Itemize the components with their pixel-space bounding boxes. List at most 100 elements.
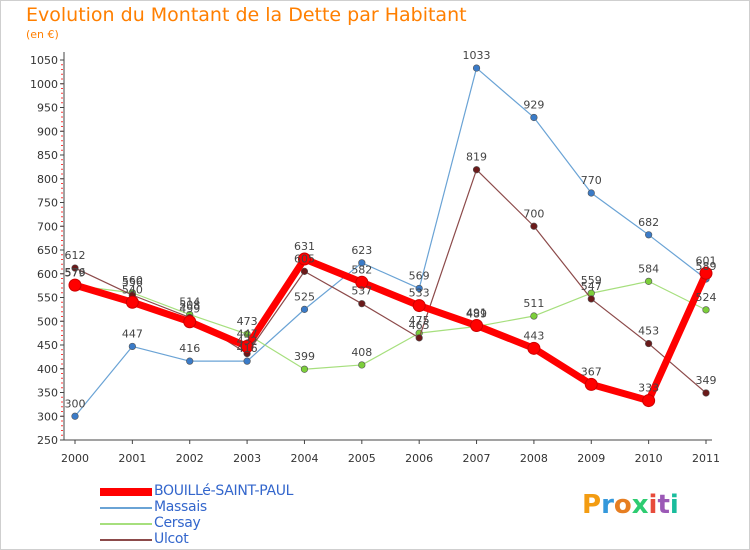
data-point-bouill-saint-paul <box>642 394 656 408</box>
data-label-cersay: 408 <box>351 346 372 359</box>
data-point-massais <box>587 189 595 197</box>
data-label-cersay: 473 <box>237 315 258 328</box>
data-label-bouill-saint-paul: 447 <box>237 327 258 340</box>
x-tick-label: 2005 <box>348 452 376 465</box>
chart-unit-label: (en €) <box>26 28 59 41</box>
y-tick-label: 450 <box>37 339 58 352</box>
logo-letter: o <box>613 490 632 520</box>
data-label-ulcot: 465 <box>409 319 430 332</box>
y-tick-label: 1050 <box>30 54 58 67</box>
data-point-massais <box>186 357 194 365</box>
data-point-ulcot <box>300 267 309 275</box>
logo-letter: r <box>601 490 614 520</box>
x-tick-label: 2001 <box>118 452 146 465</box>
legend-label-bouille: BOUILLé-SAINT-PAUL <box>154 483 294 499</box>
data-point-cersay <box>358 361 366 369</box>
data-label-massais: 770 <box>581 174 602 187</box>
y-tick-label: 850 <box>37 149 58 162</box>
data-label-massais: 300 <box>65 397 86 410</box>
data-label-bouill-saint-paul: 499 <box>179 303 200 316</box>
data-label-cersay: 584 <box>638 262 659 275</box>
data-label-bouill-saint-paul: 582 <box>351 263 372 276</box>
data-point-bouill-saint-paul <box>527 341 541 355</box>
data-point-ulcot <box>472 166 481 174</box>
data-point-bouill-saint-paul <box>183 315 197 329</box>
legend-swatch-bouille <box>100 488 152 496</box>
data-label-ulcot: 537 <box>351 285 372 298</box>
data-label-bouill-saint-paul: 631 <box>294 240 315 253</box>
data-label-bouill-saint-paul: 367 <box>581 365 602 378</box>
data-point-bouill-saint-paul <box>125 295 139 309</box>
x-tick-label: 2002 <box>176 452 204 465</box>
data-point-ulcot <box>71 264 79 272</box>
data-label-cersay: 559 <box>581 274 602 287</box>
data-point-bouill-saint-paul <box>355 275 369 289</box>
data-label-massais: 682 <box>638 216 659 229</box>
data-label-ulcot: 432 <box>237 335 258 348</box>
legend-swatch-massais <box>100 507 152 509</box>
logo-letter: t <box>657 490 670 520</box>
logo-letter: i <box>669 490 679 520</box>
data-label-ulcot: 453 <box>638 325 659 338</box>
x-tick-label: 2011 <box>692 452 720 465</box>
data-label-ulcot: 556 <box>122 276 143 289</box>
legend-label-cersay: Cersay <box>154 515 201 531</box>
data-point-ulcot <box>587 295 595 303</box>
data-point-bouill-saint-paul <box>470 319 484 333</box>
data-label-cersay: 511 <box>523 297 544 310</box>
data-label-massais: 416 <box>237 342 258 355</box>
x-tick-label: 2009 <box>577 452 605 465</box>
x-tick-label: 2008 <box>520 452 548 465</box>
data-point-cersay <box>645 277 653 285</box>
legend-label-ulcot: Ulcot <box>154 531 189 547</box>
data-label-massais: 525 <box>294 290 315 303</box>
data-point-cersay <box>530 312 538 320</box>
data-label-bouill-saint-paul: 443 <box>523 329 544 342</box>
logo-letter: i <box>648 490 658 520</box>
data-point-bouill-saint-paul <box>412 299 426 313</box>
data-label-bouill-saint-paul: 576 <box>65 266 86 279</box>
data-label-cersay: 560 <box>122 274 143 287</box>
data-label-bouill-saint-paul: 533 <box>409 287 430 300</box>
legend-swatch-ulcot <box>100 539 152 541</box>
data-label-bouill-saint-paul: 333 <box>638 382 659 395</box>
data-point-ulcot <box>645 339 653 348</box>
y-tick-label: 350 <box>37 387 58 400</box>
data-point-bouill-saint-paul <box>297 252 311 266</box>
data-label-cersay: 489 <box>466 307 487 320</box>
data-point-cersay <box>702 306 710 314</box>
y-tick-label: 1000 <box>30 78 58 91</box>
logo-letter: P <box>582 490 602 520</box>
data-point-ulcot <box>415 334 423 342</box>
y-tick-label: 650 <box>37 244 58 257</box>
chart-title: Evolution du Montant de la Dette par Hab… <box>26 4 467 26</box>
data-label-massais: 929 <box>523 98 544 111</box>
data-label-cersay: 524 <box>696 291 717 304</box>
data-point-massais <box>530 113 538 122</box>
data-label-bouill-saint-paul: 601 <box>696 254 717 267</box>
data-point-ulcot <box>358 300 366 308</box>
data-label-ulcot: 349 <box>696 374 717 387</box>
data-label-massais: 589 <box>696 260 717 273</box>
series-line-cersay <box>74 280 707 370</box>
logo-letter: x <box>631 490 649 520</box>
legend-swatch-cersay <box>100 523 152 525</box>
series-line-massais <box>74 67 707 417</box>
y-tick-label: 600 <box>37 268 58 281</box>
data-label-massais: 623 <box>351 244 372 257</box>
data-point-massais <box>645 231 653 239</box>
x-tick-label: 2007 <box>463 452 491 465</box>
data-point-bouill-saint-paul <box>68 278 82 292</box>
proxiti-logo: Proxiti <box>582 490 679 520</box>
data-point-ulcot <box>702 389 710 397</box>
data-label-cersay: 514 <box>179 296 200 309</box>
data-label-cersay: 579 <box>65 267 86 280</box>
x-tick-label: 2004 <box>290 452 318 465</box>
data-label-ulcot: 612 <box>65 249 86 262</box>
data-point-bouill-saint-paul <box>240 339 254 353</box>
data-label-ulcot: 547 <box>581 280 602 293</box>
data-point-bouill-saint-paul <box>584 377 598 391</box>
data-point-massais <box>128 342 136 351</box>
data-label-ulcot: 508 <box>179 298 200 311</box>
